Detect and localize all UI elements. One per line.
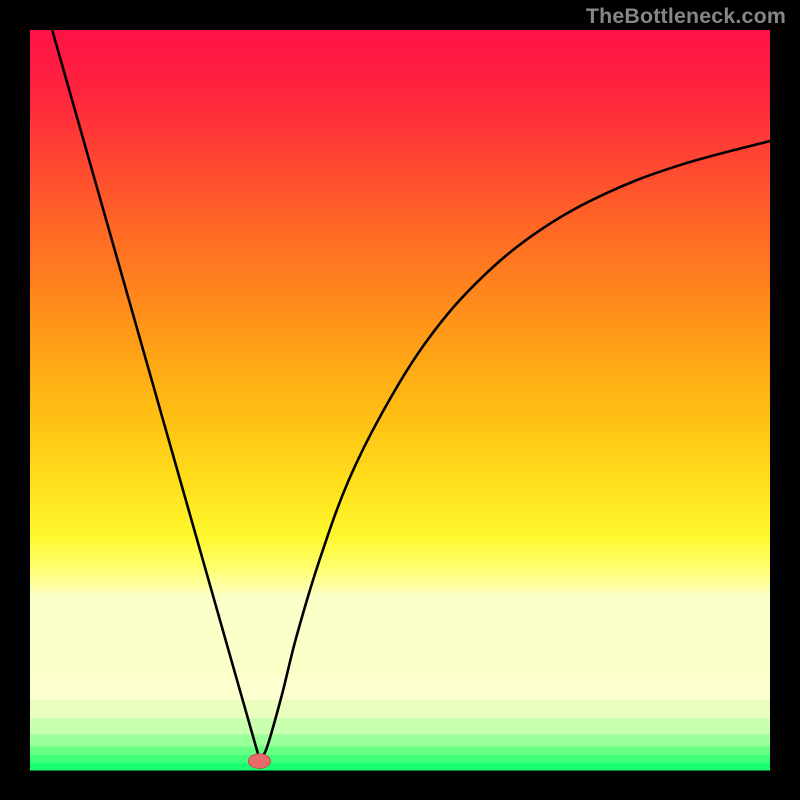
green-band-5 — [30, 755, 770, 764]
bottleneck-chart — [0, 0, 800, 800]
green-band-2 — [30, 718, 770, 735]
green-band-3 — [30, 734, 770, 746]
green-band-1 — [30, 700, 770, 719]
gradient-background — [30, 30, 770, 678]
green-band-0 — [30, 678, 770, 701]
optimum-marker — [248, 754, 270, 769]
green-band-4 — [30, 746, 770, 755]
chart-frame: TheBottleneck.com — [0, 0, 800, 800]
green-band-6 — [30, 763, 770, 770]
watermark-text: TheBottleneck.com — [586, 4, 786, 29]
